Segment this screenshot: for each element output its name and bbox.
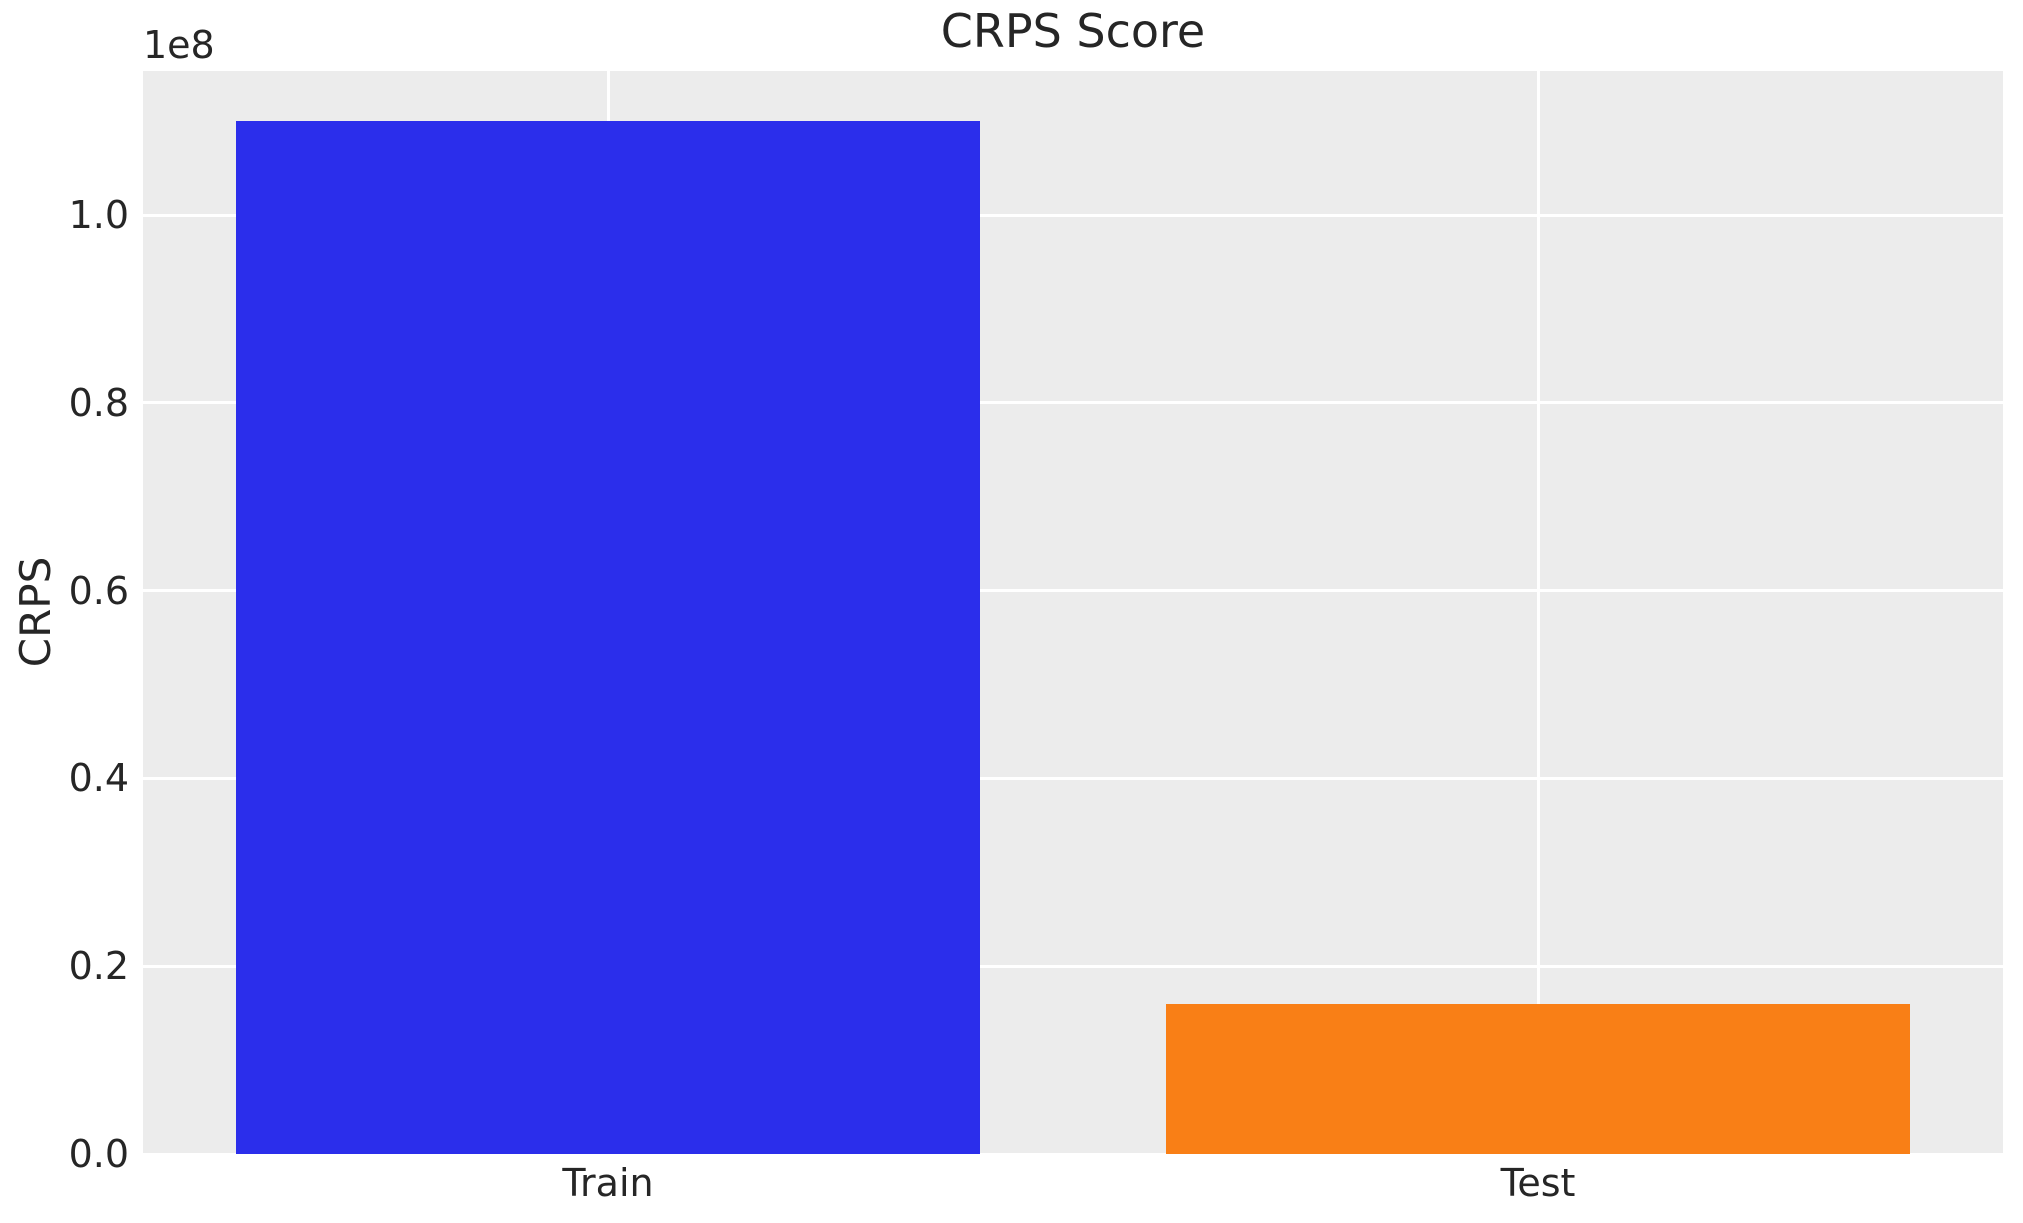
x-tick-label: Test [1500,1161,1576,1205]
bar-train [236,121,980,1154]
y-axis-offset-label: 1e8 [143,23,215,67]
y-gridline [143,1152,2003,1156]
bar-test [1166,1003,1910,1154]
y-tick-label: 0.2 [68,944,129,989]
y-gridline [143,964,2003,968]
y-tick-label: 0.6 [68,568,129,613]
y-tick-label: 0.0 [68,1132,129,1176]
y-tick-label: 0.8 [68,380,129,425]
plot-area [143,71,2003,1156]
y-tick-label: 1.0 [68,193,129,238]
y-gridline [143,589,2003,593]
x-tick-label: Train [562,1161,654,1205]
y-gridline [143,776,2003,780]
y-tick-label: 0.4 [68,756,129,801]
y-gridline [143,213,2003,217]
x-gridline [1536,71,1540,1154]
y-gridline [143,401,2003,405]
chart-title: CRPS Score [940,4,1206,58]
